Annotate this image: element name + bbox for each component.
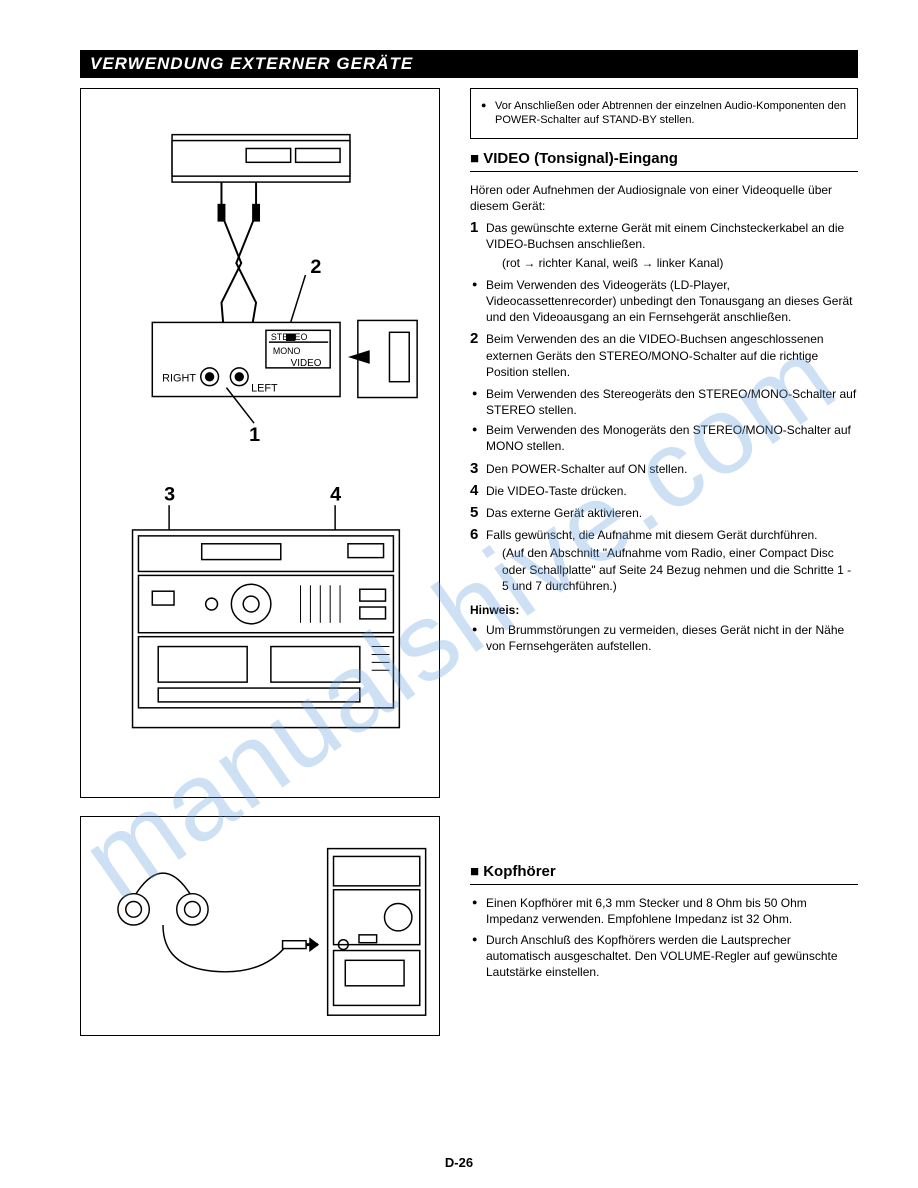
bullet-after-2a: Beim Verwenden des Stereogeräts den STER… [470,386,858,418]
headphone-bullet-2: Durch Anschluß des Kopfhörers werden die… [470,932,858,981]
svg-text:RIGHT: RIGHT [162,373,196,385]
right-column: Vor Anschließen oder Abtrennen der einze… [470,88,858,816]
diagram-svg-2 [93,829,429,1025]
step-text: Falls gewünscht, die Aufnahme mit diesem… [486,528,818,542]
callout-1: 1 [249,424,260,446]
step-number: 4 [470,481,478,501]
diagram-svg-1: 2 STEREO MONO [93,101,429,781]
step-6: 6 Falls gewünscht, die Aufnahme mit dies… [470,527,858,594]
step-number: 6 [470,525,478,545]
step-sub: (rot → richter Kanal, weiß → linker Kana… [486,255,858,271]
diagram-connections: 2 STEREO MONO [80,88,440,798]
svg-text:MONO: MONO [273,346,301,356]
standby-note: Vor Anschließen oder Abtrennen der einze… [470,88,858,139]
page: VERWENDUNG EXTERNER GERÄTE [0,0,918,1188]
hint-bullet: Um Brummstörungen zu vermeiden, dieses G… [470,622,858,654]
step-4: 4 Die VIDEO-Taste drücken. [470,483,858,499]
section-head-video: ■ VIDEO (Tonsignal)-Eingang [470,149,858,172]
section-head-headphones: ■ Kopfhörer [470,862,858,885]
step-5: 5 Das externe Gerät aktivieren. [470,505,858,521]
callout-4: 4 [330,483,341,505]
step-1: 1 Das gewünschte externe Gerät mit einem… [470,220,858,271]
svg-text:STEREO: STEREO [271,332,308,342]
step-3: 3 Den POWER-Schalter auf ON stellen. [470,461,858,477]
lower-row: ■ Kopfhörer Einen Kopfhörer mit 6,3 mm S… [80,816,858,1054]
headphone-bullet-1: Einen Kopfhörer mit 6,3 mm Stecker und 8… [470,895,858,927]
step-sub: (Auf den Abschnitt "Aufnahme vom Radio, … [486,545,858,594]
step-text: Das gewünschte externe Gerät mit einem C… [486,221,844,251]
svg-text:LEFT: LEFT [251,383,278,395]
note-bullet: Vor Anschließen oder Abtrennen der einze… [479,99,849,128]
step-text: Die VIDEO-Taste drücken. [486,484,627,498]
section1-intro: Hören oder Aufnehmen der Audiosignale vo… [470,182,858,214]
step-text: Den POWER-Schalter auf ON stellen. [486,462,687,476]
left-column-lower [80,816,450,1054]
step-text: Das externe Gerät aktivieren. [486,506,642,520]
main-columns: 2 STEREO MONO [80,88,858,816]
callout-2: 2 [310,256,321,278]
title-bar: VERWENDUNG EXTERNER GERÄTE [80,50,858,78]
right-column-lower: ■ Kopfhörer Einen Kopfhörer mit 6,3 mm S… [470,816,858,1054]
page-number: D-26 [0,1155,918,1170]
step-number: 3 [470,459,478,479]
step-2: 2 Beim Verwenden des an die VIDEO-Buchse… [470,331,858,380]
step-number: 2 [470,329,478,349]
step-number: 1 [470,218,478,238]
bullet-after-2b: Beim Verwenden des Monogeräts den STEREO… [470,422,858,454]
hint-label: Hinweis: [470,602,858,618]
callout-3: 3 [164,483,175,505]
svg-text:VIDEO: VIDEO [291,358,322,369]
left-column: 2 STEREO MONO [80,88,450,816]
diagram-headphones [80,816,440,1036]
step-text: Beim Verwenden des an die VIDEO-Buchsen … [486,332,824,378]
bullet-after-1: Beim Verwenden des Videogeräts (LD-Playe… [470,277,858,326]
step-number: 5 [470,503,478,523]
